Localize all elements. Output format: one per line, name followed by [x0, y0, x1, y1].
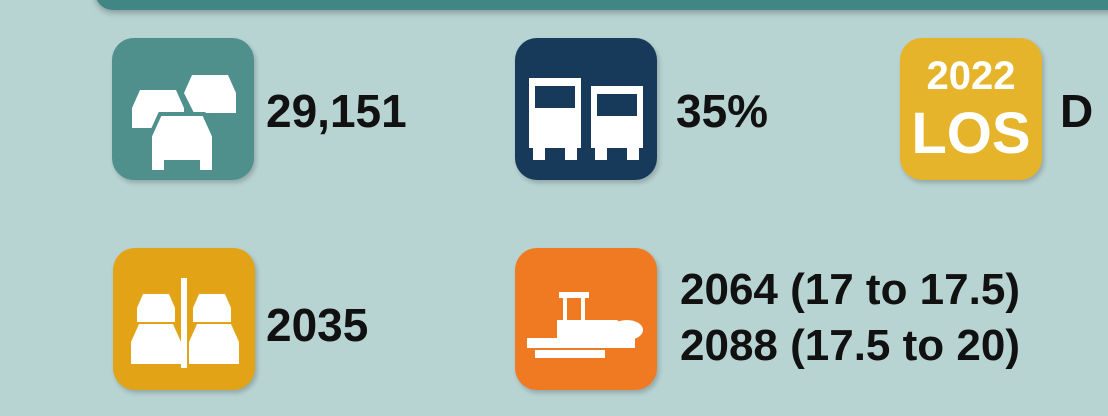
banner [95, 0, 1108, 10]
badge-label: LOS [911, 101, 1031, 166]
lane-icon [113, 248, 255, 390]
stat: 29,151 [266, 85, 407, 137]
stat: 2035 [266, 299, 369, 351]
stat: 35% [676, 85, 769, 137]
trucks-icon [515, 38, 657, 180]
badge-year: 2022 [926, 54, 1016, 98]
paver-icon [515, 248, 657, 390]
stat-line: 2064 (17 to 17.5) [680, 265, 1020, 314]
los-badge: 2022 LOS [900, 38, 1042, 180]
cars-icon [112, 38, 254, 180]
stat-line: 2088 (17.5 to 20) [680, 321, 1020, 370]
stat: D [1060, 85, 1094, 137]
